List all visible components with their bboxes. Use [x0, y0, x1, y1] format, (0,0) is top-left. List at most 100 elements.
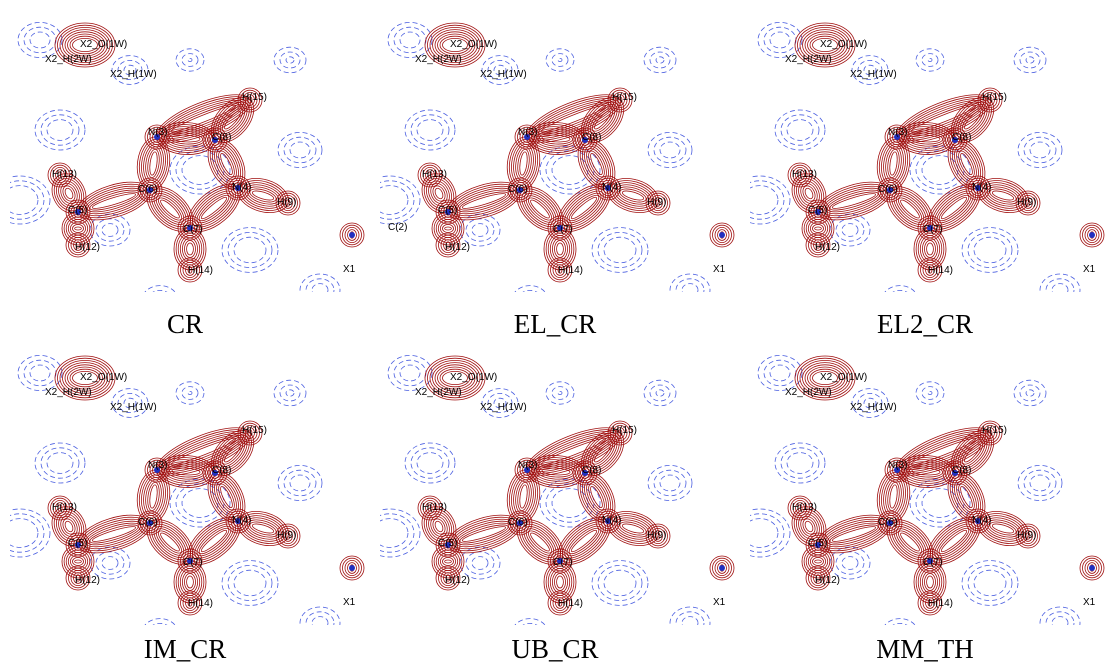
bond-contour: [445, 560, 452, 563]
negative-contour: [916, 382, 944, 404]
negative-contour: [280, 52, 300, 68]
negative-contour: [654, 137, 686, 163]
atom-label: X1: [713, 264, 726, 275]
bond-contour: [529, 198, 552, 220]
negative-contour: [518, 290, 542, 309]
panel-caption: MM_TH: [876, 634, 974, 664]
negative-contour: [102, 557, 118, 570]
negative-contour: [472, 557, 488, 570]
contour-map: X2_O(1W)X2_H(2W)X2_H(1W)H(15)N(3)C(8)H(1…: [360, 22, 734, 314]
bond-contour: [933, 189, 975, 228]
atom-label: N(4): [972, 515, 991, 526]
atom-label: H(14): [558, 598, 583, 609]
bond-contour: [445, 227, 452, 230]
negative-contour: [366, 514, 414, 552]
negative-contour: [775, 110, 825, 150]
negative-contour: [598, 232, 642, 267]
bond-contour: [75, 560, 82, 563]
atom-label: H(9): [1017, 197, 1036, 208]
negative-contour: [47, 453, 73, 474]
atom-label: C(7): [553, 557, 572, 568]
bond-contour: [813, 225, 824, 233]
bond-contour: [563, 189, 605, 228]
atom-label: H(9): [647, 197, 666, 208]
negative-contour: [284, 137, 316, 163]
atom-label: H(12): [75, 575, 100, 586]
negative-contour: [394, 27, 426, 53]
bond-contour: [443, 225, 454, 233]
bond-contour: [144, 146, 163, 181]
bond-contour: [927, 243, 934, 255]
negative-contour: [312, 284, 328, 297]
negative-contour: [770, 32, 790, 48]
bond-contour: [936, 525, 972, 557]
contour-panel: X2_O(1W)X2_H(2W)X2_H(1W)H(15)N(3)C(8)H(1…: [730, 22, 1104, 339]
negative-contour: [280, 385, 300, 401]
negative-contour: [676, 612, 704, 634]
bond-contour: [170, 435, 238, 467]
negative-contour: [592, 561, 648, 606]
bond-contour: [540, 102, 608, 134]
atom-label: X2_H(2W): [785, 54, 832, 65]
atom-label: H(13): [422, 502, 447, 513]
atom-label: C(6): [878, 517, 897, 528]
bond-contour: [159, 198, 182, 220]
atom-label: C(8): [212, 132, 231, 143]
negative-contour: [2, 519, 38, 548]
negative-contour: [47, 120, 73, 141]
bond-contour: [455, 186, 512, 217]
atom-center: [349, 232, 355, 238]
negative-contour: [1026, 57, 1034, 63]
bond-contour: [952, 479, 980, 516]
atom-label: H(9): [1017, 530, 1036, 541]
atom-label: C(5): [808, 205, 827, 216]
bond-contour: [825, 519, 882, 550]
bond-contour: [899, 198, 922, 220]
negative-contour: [228, 232, 272, 267]
negative-contour: [916, 49, 944, 71]
negative-contour: [405, 110, 455, 150]
atom-label: H(12): [815, 242, 840, 253]
negative-contour: [400, 32, 420, 48]
negative-contour: [656, 57, 664, 63]
negative-contour: [787, 120, 813, 141]
negative-contour: [682, 617, 698, 630]
atom-label: X2_H(1W): [110, 402, 157, 413]
bond-contour: [920, 236, 939, 263]
bond-contour: [920, 569, 939, 596]
negative-contour: [836, 219, 864, 241]
contour-panel: X2_O(1W)X2_H(2W)X2_H(1W)H(15)N(3)C(8)H(1…: [0, 355, 364, 664]
atom-label: C(6): [138, 184, 157, 195]
atom-label: C(7): [923, 224, 942, 235]
negative-contour: [286, 390, 294, 396]
negative-contour: [922, 54, 938, 67]
negative-contour: [0, 176, 50, 224]
atom-label: N(3): [888, 460, 907, 471]
negative-contour: [656, 390, 664, 396]
negative-contour: [0, 514, 44, 552]
negative-contour: [1052, 284, 1068, 297]
atom-label: N(3): [518, 127, 537, 138]
negative-contour: [842, 557, 858, 570]
bond-contour: [815, 227, 822, 230]
negative-contour: [650, 52, 670, 68]
negative-contour: [234, 570, 266, 596]
bond-contour: [550, 569, 569, 596]
atom-label: H(15): [982, 425, 1007, 436]
negative-contour: [35, 443, 85, 483]
negative-contour: [274, 47, 306, 73]
bond-contour: [187, 576, 194, 588]
negative-contour: [962, 228, 1018, 273]
atom-label: C(8): [952, 132, 971, 143]
negative-contour: [176, 382, 204, 404]
bond-contour: [212, 479, 240, 516]
negative-contour: [182, 54, 198, 67]
negative-contour: [836, 552, 864, 574]
negative-contour: [96, 552, 124, 574]
negative-contour: [1014, 380, 1046, 406]
negative-contour: [290, 475, 310, 491]
negative-contour: [1046, 612, 1074, 634]
negative-contour: [552, 387, 568, 400]
atom-label: H(12): [815, 575, 840, 586]
bond-contour: [511, 476, 535, 517]
